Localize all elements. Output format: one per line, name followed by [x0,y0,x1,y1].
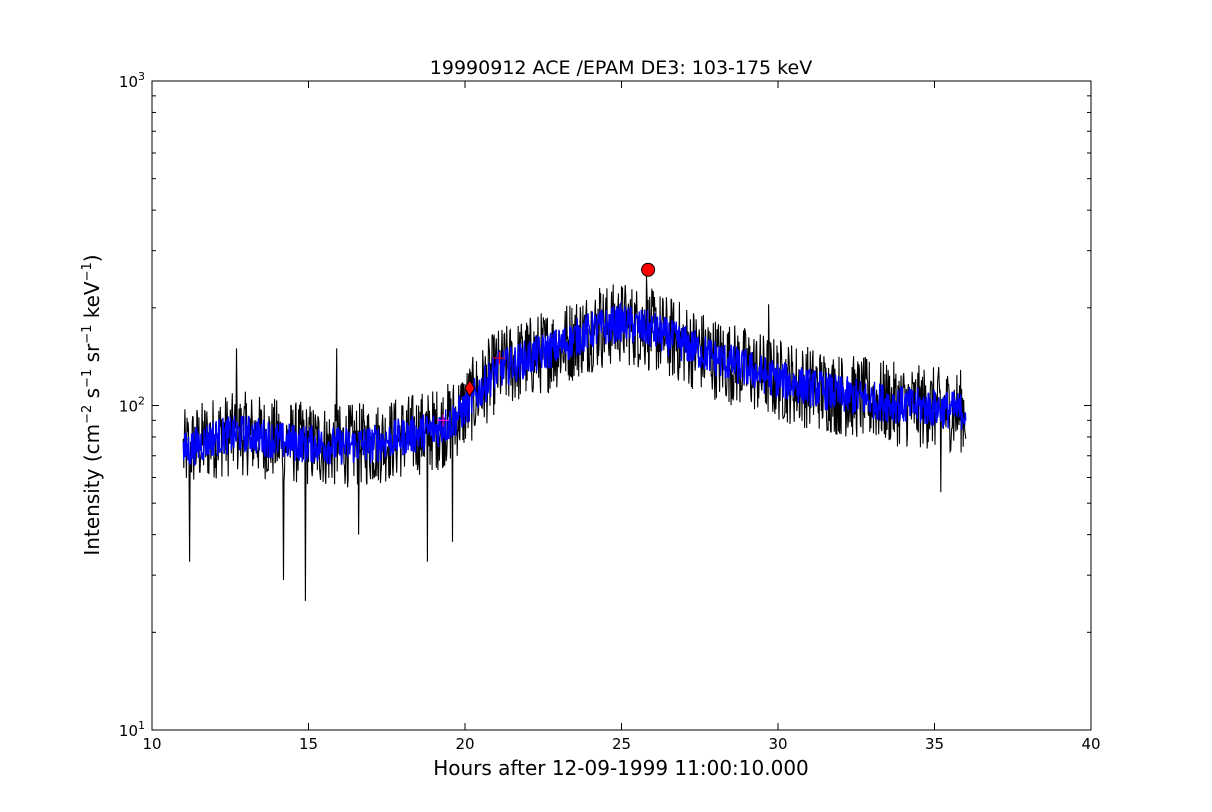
y-tick-label: 101 [119,719,145,740]
plus-marker [437,414,450,427]
chart-title: 19990912 ACE /EPAM DE3: 103-175 keV [430,57,812,79]
x-tick-label: 20 [455,735,474,753]
series-line-smoothed [182,301,967,466]
y-tick-label: 103 [119,70,145,91]
axis-ticks: 10 15 20 25 30 35 40 101 102 103 [119,70,1101,753]
y-axis-label: Intensity (cm−2 s−1 sr−1 keV−1) [80,254,104,555]
y-tick-label: 102 [119,395,145,416]
x-axis-label: Hours after 12-09-1999 11:00:10.000 [433,756,809,780]
onset-marker [464,379,476,398]
x-tick-label: 30 [768,735,787,753]
x-tick-label: 40 [1081,735,1100,753]
x-tick-label: 15 [299,735,318,753]
x-tick-label: 10 [142,735,161,753]
peak-marker [641,262,656,277]
plus-marker [493,352,506,365]
plot-area [182,262,967,601]
x-tick-label: 25 [612,735,631,753]
x-tick-label: 35 [925,735,944,753]
